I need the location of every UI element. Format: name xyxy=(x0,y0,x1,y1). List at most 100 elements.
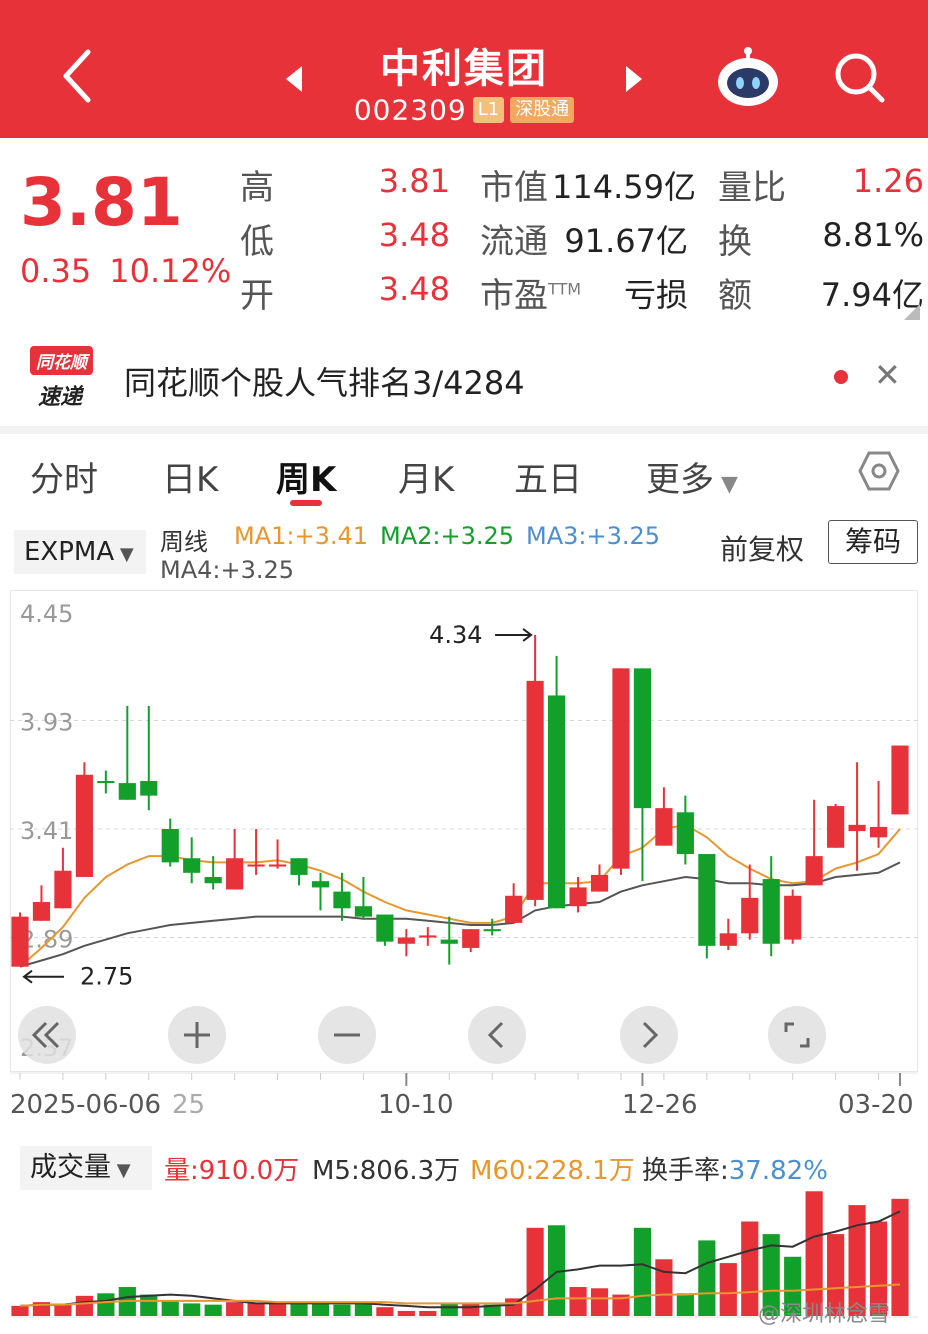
turnover-rate-label: 换手率: xyxy=(642,1156,729,1186)
turnover-label: 换 xyxy=(718,222,752,262)
volume-bar xyxy=(75,1295,93,1316)
volume-bar xyxy=(397,1310,415,1316)
high-label: 高 xyxy=(240,168,274,208)
stock-header: 中利集团 002309 L1 深股通 xyxy=(0,0,928,138)
expand-corner-icon[interactable] xyxy=(904,304,920,320)
volume-bar xyxy=(440,1303,458,1316)
logo-top-text: 同花顺 xyxy=(30,346,93,375)
volume-bar xyxy=(805,1191,823,1316)
pe-label-text: 市盈 xyxy=(480,276,548,316)
robot-assistant-icon[interactable] xyxy=(716,46,780,108)
zoom-out-button[interactable] xyxy=(318,1006,376,1064)
x-tick-label: 12-26 xyxy=(622,1090,698,1120)
candle-body xyxy=(891,745,909,815)
divider xyxy=(0,426,928,434)
unread-dot xyxy=(834,370,848,384)
popularity-banner[interactable]: 同花顺 速递 同花顺个股人气排名3/4284 ✕ xyxy=(0,330,928,426)
volume-bar xyxy=(268,1302,287,1316)
candle-body xyxy=(762,879,780,944)
amount-label: 额 xyxy=(718,276,752,316)
volume-bar xyxy=(354,1303,372,1316)
active-tab-indicator xyxy=(290,500,322,506)
tab-more[interactable]: 更多 ▼ xyxy=(646,452,738,501)
candle-body xyxy=(462,929,480,948)
volume-bar xyxy=(183,1303,201,1316)
chevron-left-icon xyxy=(487,1021,504,1049)
volume-chart[interactable] xyxy=(10,1186,918,1320)
next-stock-icon[interactable] xyxy=(624,64,644,94)
volume-bar xyxy=(569,1287,587,1316)
candle-body xyxy=(204,876,222,884)
candle-body xyxy=(226,858,244,890)
ths-news-logo: 同花顺 速递 xyxy=(30,346,102,410)
volume-header: 成交量 ▼ 量:910.0万 M5:806.3万 M60:228.1万 换手率:… xyxy=(0,1140,928,1192)
volume-bar xyxy=(140,1294,158,1316)
volume-bar xyxy=(633,1227,652,1316)
scroll-left-button[interactable] xyxy=(18,1006,76,1064)
low-annotation-label: 2.75 xyxy=(80,963,133,991)
amount-value: 7.94亿 xyxy=(820,276,924,314)
tab-daily-k[interactable]: 日K xyxy=(162,460,219,500)
level-badge: L1 xyxy=(472,97,505,123)
volume-select-label: 成交量 xyxy=(30,1152,111,1183)
pe-value: 亏损 xyxy=(623,276,688,314)
settings-hexagon-icon[interactable] xyxy=(858,450,900,492)
volume-value: 量:910.0万 xyxy=(164,1150,299,1187)
volume-label: 量: xyxy=(164,1156,199,1186)
candle-body xyxy=(719,933,737,946)
adjust-mode-button[interactable]: 前复权 xyxy=(720,533,805,566)
volume-bar xyxy=(161,1300,179,1316)
candle-body xyxy=(311,881,330,888)
prev-stock-icon[interactable] xyxy=(284,64,304,94)
y-tick-label: 4.45 xyxy=(20,600,73,628)
float-value: 91.67亿 xyxy=(564,222,688,260)
y-tick-label: 3.93 xyxy=(20,709,73,737)
stock-name: 中利集团 xyxy=(380,46,548,92)
candle-body xyxy=(655,808,673,846)
volume-bar xyxy=(827,1234,845,1316)
tab-weekly-k[interactable]: 周K xyxy=(276,460,337,500)
search-icon[interactable] xyxy=(832,50,888,106)
back-arrow-icon[interactable] xyxy=(58,46,98,106)
volume-bar xyxy=(784,1256,802,1316)
high-value: 3.81 xyxy=(378,162,450,200)
watermark: @深圳林念雪 xyxy=(758,1302,891,1327)
tab-intraday[interactable]: 分时 xyxy=(30,460,98,500)
prev-candle-button[interactable] xyxy=(468,1006,526,1064)
x-axis: 2025-06-06 25 10-10 12-26 03-20 xyxy=(0,1072,928,1132)
y-tick-label: 3.41 xyxy=(20,817,73,845)
ma3-label: MA3:+3.25 xyxy=(526,522,661,550)
change-percent: 10.12% xyxy=(109,252,232,290)
volume-bar xyxy=(54,1304,72,1316)
candle-body xyxy=(784,895,802,940)
x-axis-ticks xyxy=(10,1072,918,1086)
candle-body xyxy=(54,870,72,909)
candle-body xyxy=(805,856,823,886)
candle-body xyxy=(397,937,415,944)
candle-body xyxy=(569,887,587,907)
chart-frame xyxy=(10,590,918,1072)
chip-distribution-button[interactable]: 筹码 xyxy=(828,520,918,564)
volume-indicator-select[interactable]: 成交量 ▼ xyxy=(20,1146,152,1190)
candle-body xyxy=(612,668,630,869)
next-candle-button[interactable] xyxy=(620,1006,678,1064)
tab-monthly-k[interactable]: 月K xyxy=(398,460,455,500)
volume-bar xyxy=(762,1234,780,1316)
volume-bar xyxy=(548,1225,566,1316)
candle-body xyxy=(526,680,544,900)
fullscreen-button[interactable] xyxy=(768,1006,826,1064)
candlestick-chart[interactable]: 4.453.933.412.892.374.342.75 xyxy=(10,590,918,1072)
close-icon[interactable]: ✕ xyxy=(874,356,901,394)
candle-body xyxy=(505,895,523,923)
pe-label: 市盈TTM xyxy=(480,268,581,317)
zoom-in-button[interactable] xyxy=(168,1006,226,1064)
volume-bar xyxy=(891,1198,909,1316)
candle-body xyxy=(161,829,179,863)
tab-five-day[interactable]: 五日 xyxy=(514,460,582,500)
high-annotation-arrowhead xyxy=(522,628,533,642)
tab-more-label: 更多 xyxy=(646,460,714,500)
volratio-value: 1.26 xyxy=(852,162,924,200)
indicator-select[interactable]: EXPMA ▼ xyxy=(14,530,146,574)
connect-badge: 深股通 xyxy=(510,97,575,123)
candle-body xyxy=(848,824,866,832)
